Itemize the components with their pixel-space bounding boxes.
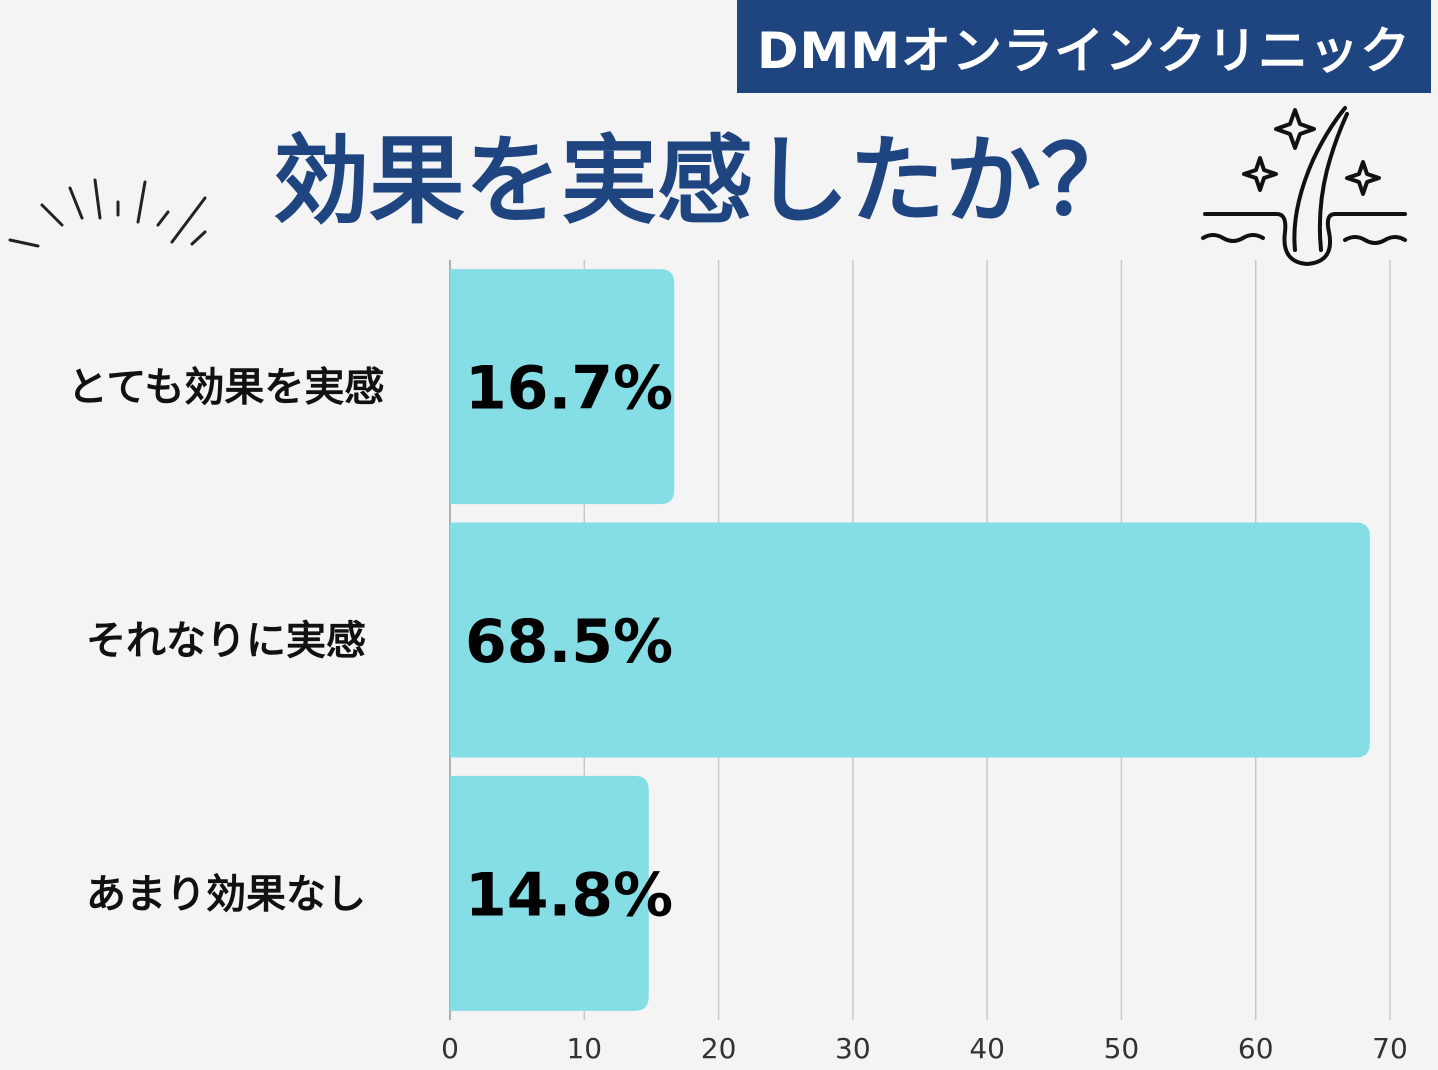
hair-follicle-sparkle-icon [1201,106,1407,266]
x-tick-label: 70 [1372,1032,1408,1065]
bar [450,775,649,1011]
bar-value-label: 16.7% [465,354,673,424]
category-label: あまり効果なし [86,871,366,917]
x-tick-label: 30 [835,1032,871,1065]
x-tick-label: 10 [566,1032,602,1065]
category-label: それなりに実感 [86,618,366,664]
x-tick-label: 40 [969,1032,1005,1065]
bar [450,522,1370,758]
x-tick-label: 60 [1238,1032,1274,1065]
bar-value-label: 68.5% [465,607,673,677]
x-tick-label: 0 [441,1032,459,1065]
bar [450,269,675,505]
chart-title: 効果を実感したか？ [273,124,1137,237]
category-label: とても効果を実感 [68,365,385,411]
x-tick-label: 20 [701,1032,737,1065]
x-tick-label: 50 [1104,1032,1140,1065]
brand-label: DMMオンラインクリニック [756,21,1411,80]
burst-lines-icon [8,178,207,248]
bar-value-label: 14.8% [465,860,673,930]
brand-banner: DMMオンラインクリニック [737,0,1431,93]
